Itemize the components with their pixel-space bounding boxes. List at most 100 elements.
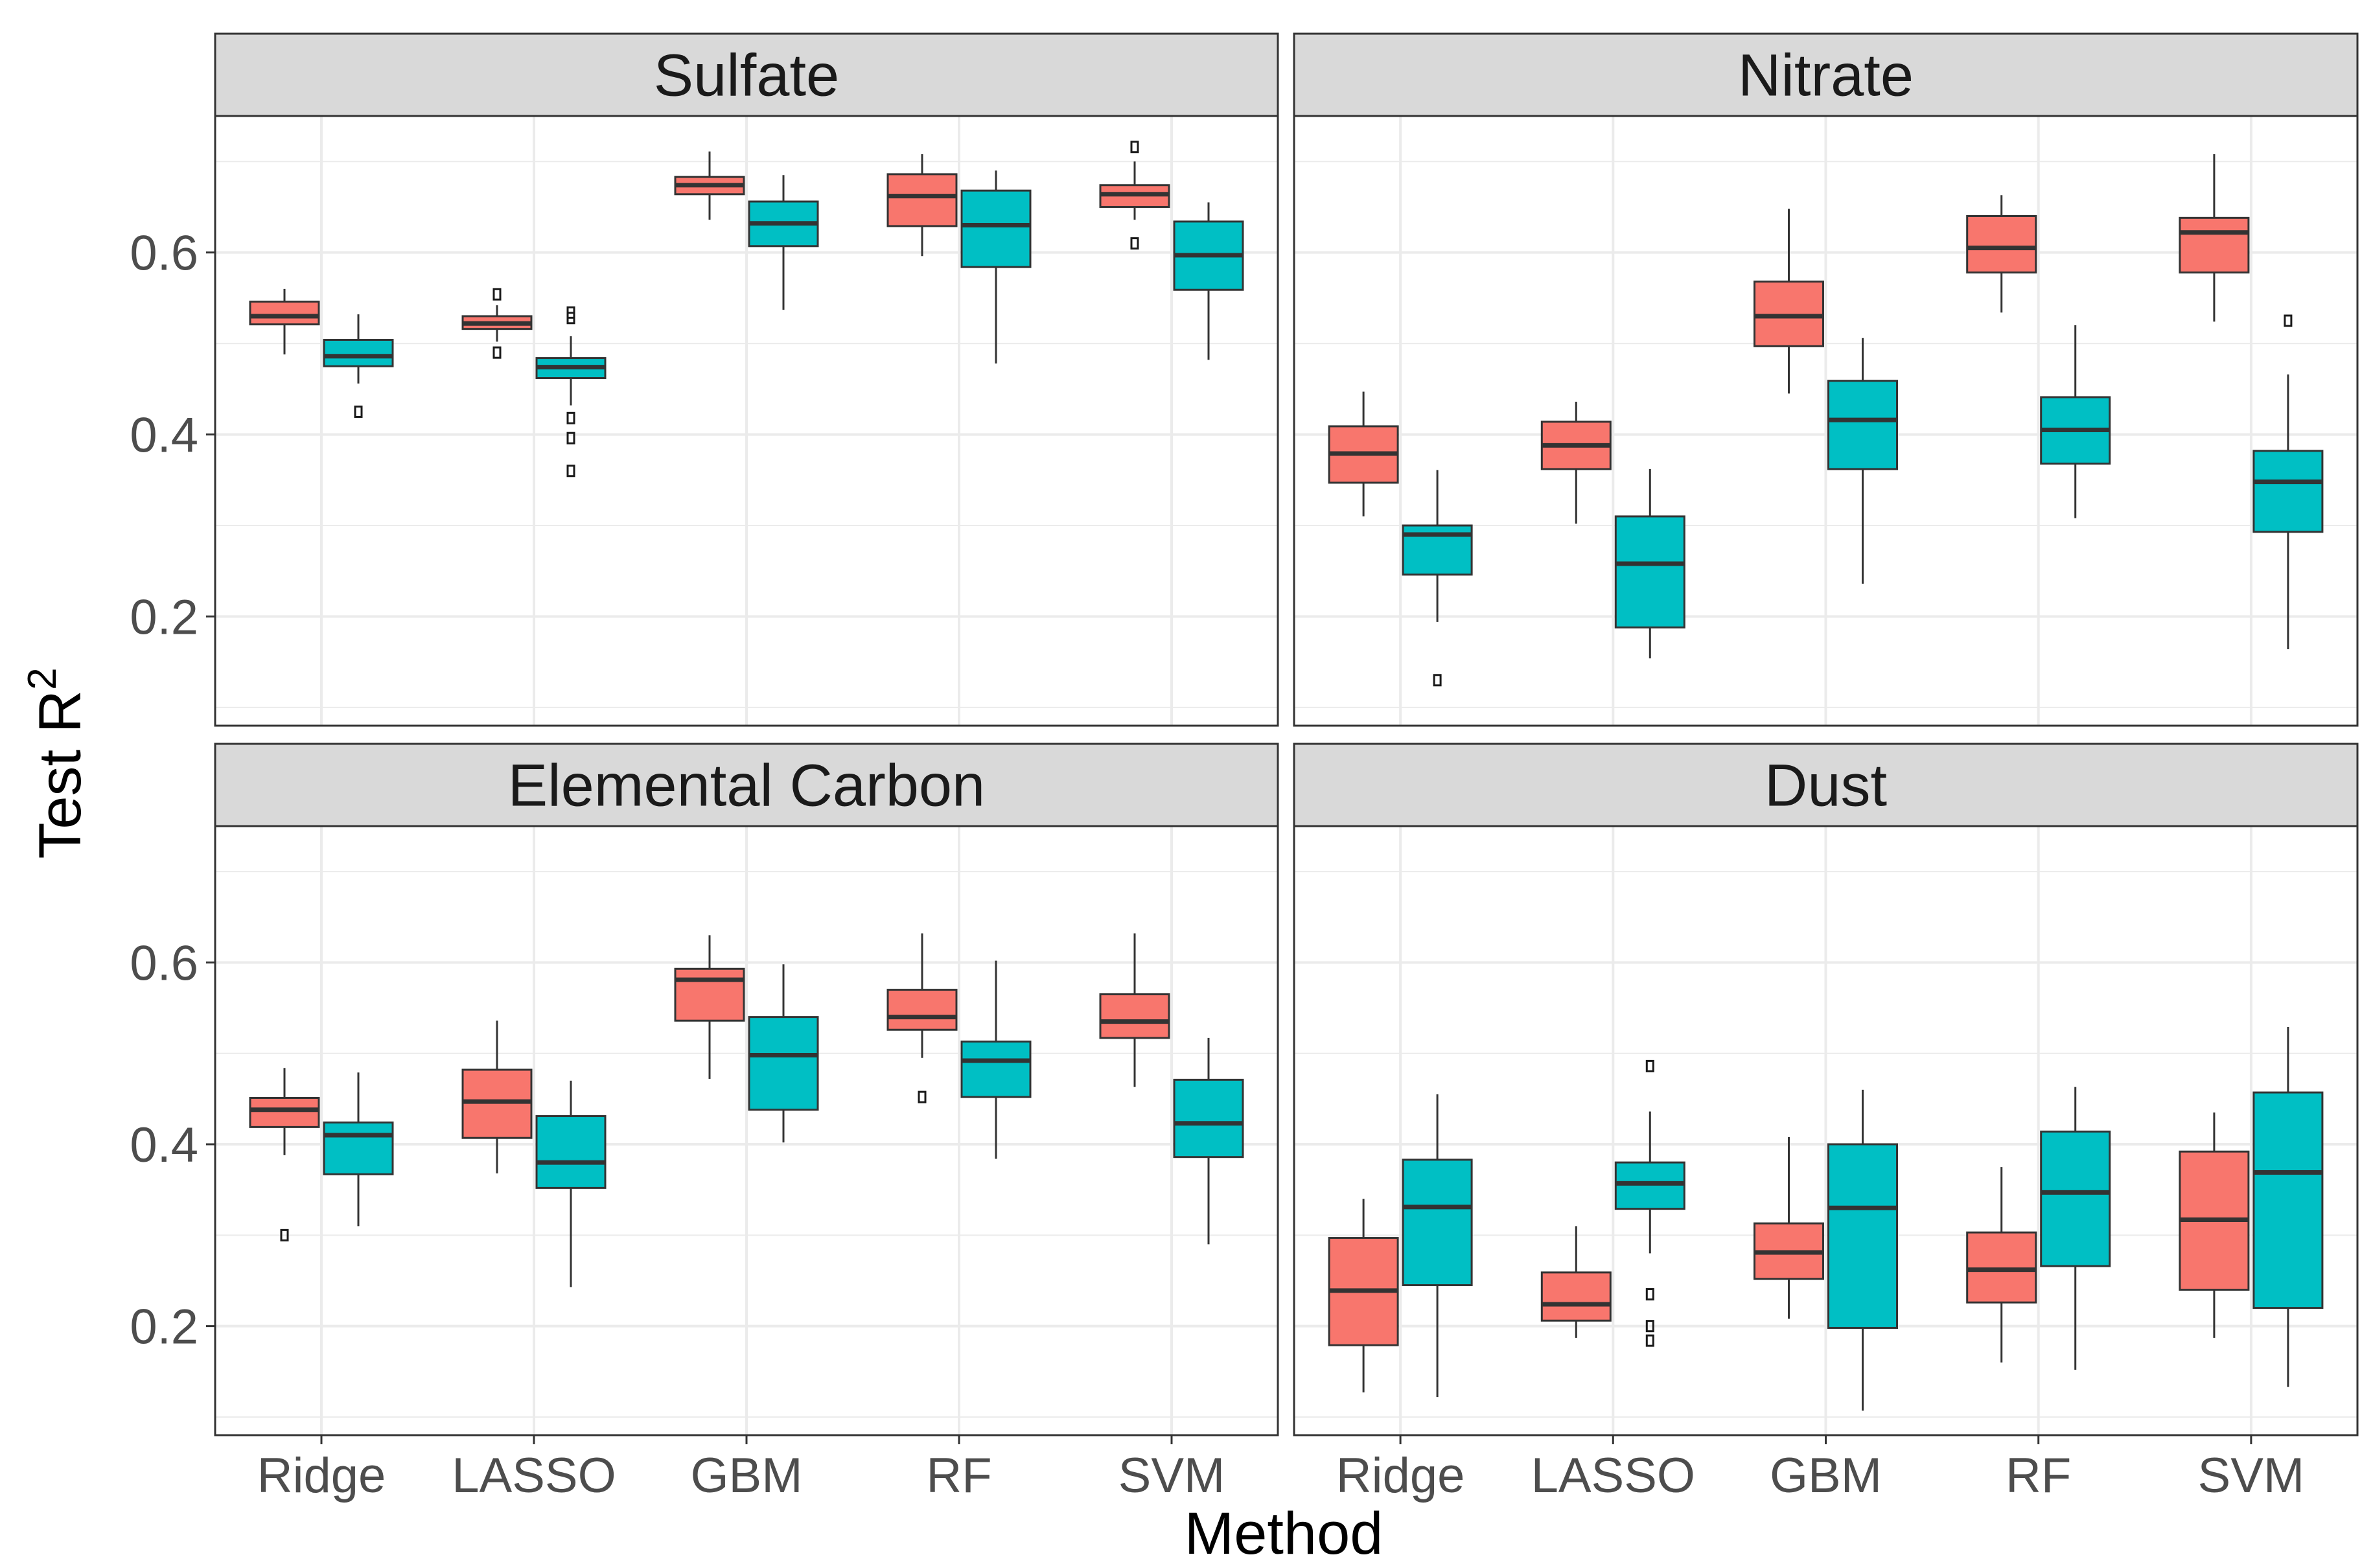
- outlier-point: [566, 411, 575, 424]
- panel-title-nitrate: Nitrate: [1738, 43, 1914, 109]
- panel-title-dust: Dust: [1765, 753, 1887, 819]
- box-dust-lasso-group2: [1614, 1059, 1685, 1347]
- x-tick-label-elemental-carbon-lasso: LASSO: [452, 1448, 616, 1503]
- outlier-point: [918, 1090, 927, 1103]
- box-dust-svm-group2: [2252, 1027, 2324, 1387]
- box-body: [2252, 450, 2324, 533]
- box-sulfate-gbm-group2: [748, 175, 819, 310]
- axes-layer: 0.2 0.4 0.6 0.2 0.4 0.6 Ridge LASSO GBM RF SVM Ridg…: [130, 226, 2304, 1503]
- y-tick-label-elemental-carbon-1: 0.4: [130, 1118, 198, 1173]
- box-nitrate-svm-group2: [2252, 314, 2324, 650]
- box-body: [674, 967, 745, 1022]
- box-nitrate-svm-group1: [2179, 154, 2250, 322]
- x-tick-label-dust-rf: RF: [2006, 1448, 2071, 1503]
- x-tick-label-dust-gbm: GBM: [1770, 1448, 1882, 1503]
- box-dust-rf-group2: [2040, 1087, 2111, 1370]
- box-body: [249, 1096, 320, 1128]
- y-tick-label-elemental-carbon-0: 0.2: [130, 1300, 198, 1355]
- strip-sulfate: [214, 32, 1279, 117]
- box-body: [748, 1016, 819, 1111]
- box-sulfate-lasso-group2: [535, 306, 607, 478]
- box-body: [886, 989, 958, 1031]
- strip-nitrate: [1293, 32, 2359, 117]
- box-sulfate-rf-group2: [960, 170, 1032, 364]
- box-elemental-carbon-svm-group1: [1099, 933, 1170, 1087]
- box-body: [1173, 1078, 1244, 1159]
- y-tick-label-sulfate-0: 0.2: [130, 590, 198, 645]
- x-tick-label-elemental-carbon-svm: SVM: [1118, 1448, 1225, 1503]
- box-sulfate-ridge-group1: [249, 288, 320, 354]
- box-elemental-carbon-lasso-group2: [535, 1080, 607, 1287]
- box-elemental-carbon-rf-group1: [886, 933, 958, 1103]
- box-body: [1614, 515, 1685, 628]
- strip-dust: [1293, 743, 2359, 827]
- outlier-point: [566, 312, 575, 325]
- x-tick-label-dust-lasso: LASSO: [1531, 1448, 1695, 1503]
- box-body: [535, 1115, 607, 1189]
- box-body: [461, 1068, 533, 1139]
- box-body: [1966, 214, 2037, 274]
- box-body: [1966, 1231, 2037, 1304]
- box-sulfate-ridge-group2: [323, 314, 394, 418]
- panel-dust: Dust: [1293, 743, 2359, 1436]
- outlier-point: [354, 405, 363, 418]
- outlier-point: [280, 1228, 289, 1241]
- box-dust-ridge-group1: [1328, 1199, 1399, 1393]
- outlier-point: [1433, 674, 1442, 687]
- box-elemental-carbon-lasso-group1: [461, 1020, 533, 1173]
- panel-nitrate: Nitrate: [1293, 32, 2359, 727]
- y-axis-title-superscript: 2: [20, 667, 65, 689]
- box-body: [2040, 1130, 2111, 1267]
- box-body: [1540, 1271, 1612, 1322]
- box-elemental-carbon-ridge-group2: [323, 1072, 394, 1227]
- y-tick-label-sulfate-1: 0.4: [130, 408, 198, 463]
- outlier-point: [492, 346, 502, 359]
- box-body: [1614, 1161, 1685, 1210]
- box-elemental-carbon-gbm-group1: [674, 935, 745, 1079]
- panel-border-nitrate: [1293, 115, 2359, 727]
- box-elemental-carbon-svm-group2: [1173, 1037, 1244, 1245]
- box-body: [249, 301, 320, 326]
- box-body: [1827, 380, 1898, 470]
- box-sulfate-gbm-group1: [674, 151, 745, 220]
- box-sulfate-rf-group1: [886, 154, 958, 257]
- box-dust-rf-group1: [1966, 1167, 2037, 1363]
- box-body: [1754, 281, 1824, 347]
- box-body: [1402, 1159, 1473, 1287]
- x-tick-label-dust-svm: SVM: [2198, 1448, 2305, 1503]
- x-tick-label-dust-ridge: Ridge: [1336, 1448, 1465, 1503]
- panels-layer: Sulfate Nitrate Elemental Carbon Dust: [214, 32, 2359, 1436]
- box-elemental-carbon-ridge-group1: [249, 1068, 320, 1241]
- box-sulfate-svm-group1: [1099, 141, 1170, 250]
- box-nitrate-ridge-group2: [1402, 470, 1473, 687]
- box-body: [323, 1121, 394, 1175]
- box-sulfate-lasso-group1: [461, 288, 533, 359]
- box-dust-gbm-group1: [1754, 1136, 1824, 1319]
- box-body: [960, 189, 1032, 268]
- x-tick-label-elemental-carbon-rf: RF: [926, 1448, 991, 1503]
- box-nitrate-rf-group2: [2040, 325, 2111, 518]
- box-body: [323, 339, 394, 367]
- box-dust-ridge-group2: [1402, 1094, 1473, 1398]
- box-elemental-carbon-gbm-group2: [748, 964, 819, 1143]
- panel-title-sulfate: Sulfate: [654, 43, 839, 109]
- box-body: [1827, 1143, 1898, 1329]
- panel-title-elemental-carbon: Elemental Carbon: [508, 753, 985, 819]
- panel-border-sulfate: [214, 115, 1279, 727]
- box-nitrate-gbm-group2: [1827, 338, 1898, 584]
- y-axis-title: Test R2: [20, 667, 93, 859]
- box-body: [960, 1041, 1032, 1098]
- outlier-point: [566, 432, 575, 444]
- outlier-point: [2284, 314, 2293, 327]
- box-dust-svm-group1: [2179, 1112, 2250, 1338]
- outlier-point: [1130, 237, 1139, 250]
- box-sulfate-svm-group2: [1173, 202, 1244, 360]
- outlier-point: [566, 465, 575, 478]
- x-axis-title: Method: [1185, 1501, 1383, 1567]
- box-body: [2252, 1091, 2324, 1309]
- outlier-point: [1645, 1334, 1654, 1347]
- x-tick-label-elemental-carbon-ridge: Ridge: [257, 1448, 386, 1503]
- outlier-point: [1645, 1320, 1654, 1333]
